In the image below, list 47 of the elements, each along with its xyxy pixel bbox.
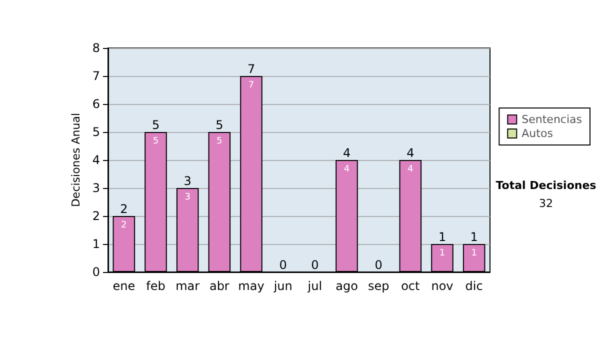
total-label: 0 <box>374 258 382 272</box>
data-label: 3 <box>184 192 190 202</box>
y-tick-label: 5 <box>92 125 100 139</box>
x-tick-label: ene <box>112 279 136 293</box>
y-tick-label: 3 <box>92 181 100 195</box>
total-label: 5 <box>216 118 224 132</box>
y-axis-title: Decisiones Anual <box>69 112 82 208</box>
x-tick-label: may <box>238 279 264 293</box>
x-tick-label: jul <box>306 279 322 293</box>
total-label: 4 <box>342 146 351 160</box>
total-label: 3 <box>184 174 192 188</box>
y-tick-label: 4 <box>92 153 100 167</box>
data-label: 1 <box>439 248 446 258</box>
total-label: 5 <box>152 118 160 132</box>
text: Total Decisiones <box>496 179 597 192</box>
y-tick-label: 1 <box>92 237 100 251</box>
legend-label: Autos <box>522 127 554 140</box>
y-tick-label: 8 <box>92 41 100 55</box>
x-tick-label: abr <box>209 279 230 293</box>
x-tick-label: feb <box>146 279 166 293</box>
y-tick-label: 0 <box>92 265 100 279</box>
total-label: 1 <box>470 230 478 244</box>
total-label: 4 <box>406 146 414 160</box>
y-tick-label: 2 <box>92 209 100 223</box>
total-label: 0 <box>279 258 287 272</box>
total-label: 1 <box>438 230 446 244</box>
x-tick-label: dic <box>465 279 483 293</box>
data-label: 7 <box>248 80 254 90</box>
data-label: 1 <box>471 248 477 258</box>
data-label: 4 <box>344 164 350 174</box>
total-label: 0 <box>311 258 319 272</box>
x-tick-label: jun <box>272 279 292 293</box>
x-tick-label: oct <box>401 279 420 293</box>
data-label: 2 <box>121 220 127 230</box>
x-tick-label: ago <box>336 279 358 293</box>
data-label: 4 <box>408 164 414 174</box>
x-tick-label: mar <box>176 279 200 293</box>
y-tick-label: 6 <box>92 97 100 111</box>
total-label: 7 <box>247 62 256 76</box>
data-label: 5 <box>152 136 159 146</box>
text: 32 <box>539 197 553 210</box>
legend-label: Sentencias <box>522 113 582 126</box>
y-tick-label: 7 <box>92 69 100 83</box>
x-tick-label: nov <box>431 279 454 293</box>
x-tick-label: sep <box>368 279 390 293</box>
data-label: 5 <box>216 136 222 146</box>
total-label: 2 <box>120 202 128 216</box>
